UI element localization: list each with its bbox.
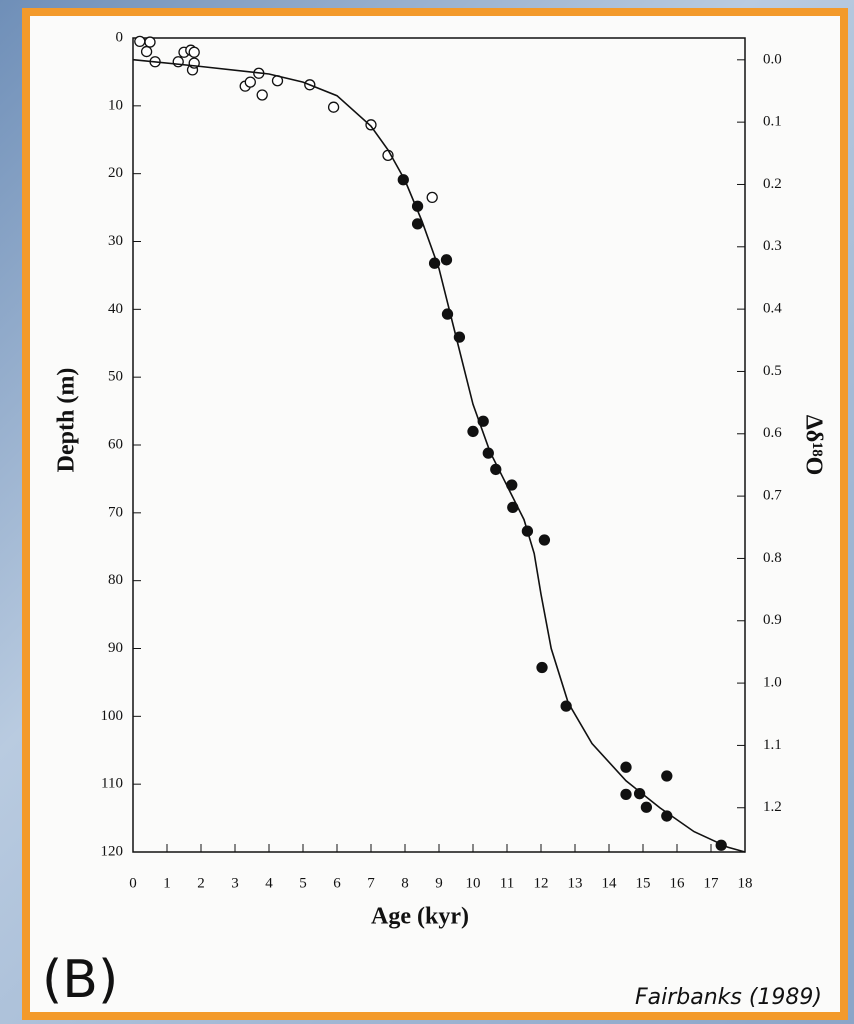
- x-tick-label: 11: [500, 875, 514, 891]
- x-tick-label: 0: [129, 875, 137, 891]
- y-tick-label: 110: [101, 776, 123, 792]
- y-tick-label: 50: [108, 369, 123, 385]
- y2-tick-label: 0.4: [763, 301, 782, 317]
- y-tick-label: 60: [108, 436, 123, 452]
- y-tick-label: 40: [108, 301, 123, 317]
- x-tick-label: 10: [466, 875, 481, 891]
- filled-point: [620, 788, 632, 800]
- x-tick-label: 2: [197, 875, 205, 891]
- y2-tick-label: 1.0: [763, 675, 782, 691]
- y-tick-label: 30: [108, 233, 123, 249]
- x-tick-label: 5: [299, 875, 307, 891]
- x-tick-label: 1: [163, 875, 171, 891]
- y2-tick-label: 0.1: [763, 114, 782, 130]
- open-point: [188, 46, 200, 58]
- filled-point: [440, 254, 453, 266]
- filled-point: [640, 801, 653, 813]
- open-point: [244, 76, 256, 88]
- y-tick-label: 10: [108, 97, 123, 113]
- y2-tick-label: 1.2: [763, 799, 782, 815]
- open-point: [365, 119, 377, 131]
- y2-tick-label: 0.3: [763, 238, 782, 254]
- open-point: [256, 89, 268, 101]
- y-tick-label: 0: [116, 29, 124, 45]
- x-tick-label: 16: [670, 875, 686, 891]
- y2-tick-label: 0.8: [763, 550, 782, 566]
- y2-tick-label: 0.7: [763, 488, 782, 504]
- y-tick-label: 80: [108, 572, 123, 588]
- y-tick-label: 70: [108, 504, 123, 520]
- x-tick-label: 17: [704, 875, 720, 891]
- filled-point: [633, 788, 646, 800]
- x-tick-label: 4: [265, 875, 273, 891]
- x-tick-label: 8: [401, 875, 409, 891]
- x-tick-label: 3: [231, 875, 239, 891]
- y2-tick-label: 0.5: [763, 363, 782, 379]
- x-axis-label: Age (kyr): [371, 904, 469, 930]
- y-tick-label: 100: [101, 708, 124, 724]
- y2-tick-label: 0.9: [763, 612, 782, 628]
- panel-label: (B): [42, 950, 118, 1010]
- open-point: [144, 36, 156, 48]
- open-point: [134, 35, 146, 48]
- y2-tick-label: 0.2: [763, 176, 782, 192]
- frame: [22, 8, 848, 1020]
- filled-point: [467, 425, 479, 438]
- filled-point: [538, 534, 551, 546]
- y-axis-label: Depth (m): [54, 368, 80, 473]
- x-tick-label: 13: [568, 875, 583, 891]
- x-tick-label: 18: [738, 875, 753, 891]
- y2-tick-label: 0.0: [763, 51, 782, 67]
- x-tick-label: 9: [435, 875, 443, 891]
- filled-point: [536, 661, 548, 674]
- open-point: [426, 191, 438, 204]
- y2-tick-label: 1.1: [763, 737, 782, 753]
- x-tick-label: 7: [367, 875, 375, 891]
- y2-tick-label: 0.6: [763, 425, 782, 441]
- x-tick-label: 12: [534, 875, 549, 891]
- x-tick-label: 14: [602, 875, 618, 891]
- y-tick-label: 90: [108, 640, 123, 656]
- filled-point: [620, 761, 632, 773]
- open-point: [140, 45, 153, 58]
- x-tick-label: 15: [636, 875, 651, 891]
- filled-point: [661, 770, 673, 782]
- y2-axis-label: Δδ¹⁸O: [800, 415, 826, 476]
- x-tick-label: 6: [333, 875, 341, 891]
- source-note: Fairbanks (1989): [635, 985, 822, 1010]
- fit-curve: [132, 58, 746, 853]
- y-tick-label: 20: [108, 165, 123, 181]
- open-point: [327, 101, 340, 113]
- y-tick-label: 120: [101, 843, 124, 859]
